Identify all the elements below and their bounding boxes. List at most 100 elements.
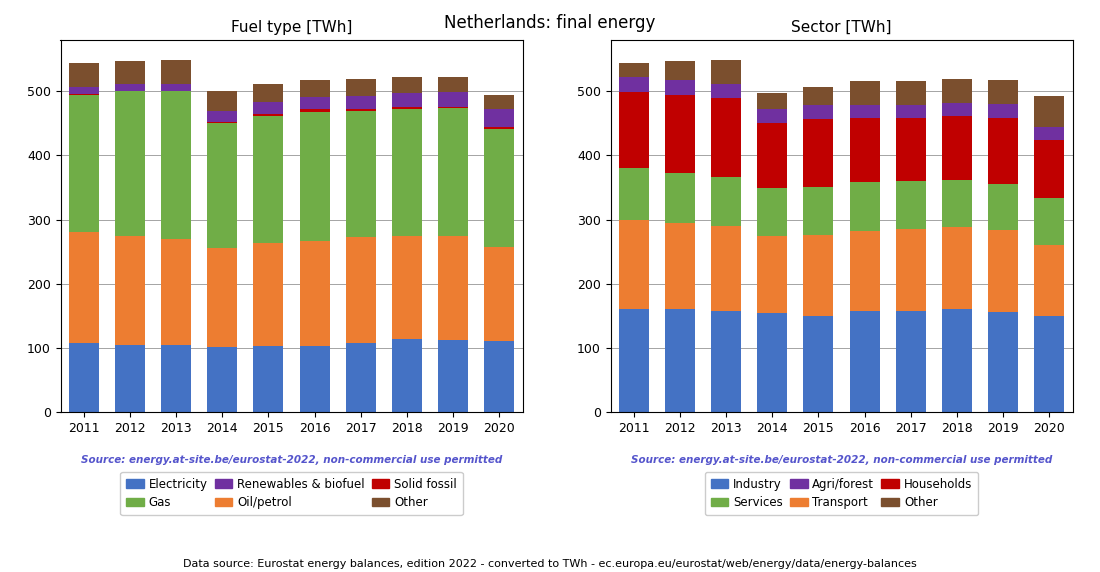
Bar <box>849 118 880 182</box>
Bar <box>711 60 741 84</box>
Bar <box>68 94 99 95</box>
Bar <box>345 343 376 412</box>
Bar <box>438 92 469 107</box>
Bar <box>299 109 330 113</box>
Bar <box>345 96 376 109</box>
Bar <box>1034 198 1065 245</box>
Bar <box>484 127 515 129</box>
Bar <box>849 231 880 311</box>
Text: Source: energy.at-site.be/eurostat-2022, non-commercial use permitted: Source: energy.at-site.be/eurostat-2022,… <box>81 455 502 464</box>
Bar <box>114 236 145 345</box>
Text: Source: energy.at-site.be/eurostat-2022, non-commercial use permitted: Source: energy.at-site.be/eurostat-2022,… <box>631 455 1052 464</box>
Bar <box>803 235 834 316</box>
Bar <box>484 109 515 127</box>
Bar <box>618 92 649 168</box>
Bar <box>988 118 1019 184</box>
Bar <box>438 108 469 236</box>
Bar <box>664 80 695 95</box>
Bar <box>253 102 284 114</box>
Bar <box>253 114 284 116</box>
Bar <box>757 109 788 123</box>
Bar <box>68 343 99 412</box>
Bar <box>392 236 422 339</box>
Bar <box>988 81 1019 104</box>
Bar <box>161 239 191 345</box>
Bar <box>942 180 972 227</box>
Bar <box>849 311 880 412</box>
Bar <box>161 91 191 92</box>
Bar <box>895 229 926 311</box>
Bar <box>392 339 422 412</box>
Bar <box>392 109 422 236</box>
Bar <box>803 87 834 105</box>
Bar <box>345 79 376 96</box>
Bar <box>114 92 145 236</box>
Bar <box>68 95 99 232</box>
Bar <box>618 77 649 92</box>
Bar <box>757 188 788 236</box>
Bar <box>664 223 695 309</box>
Bar <box>757 313 788 412</box>
Bar <box>392 77 422 93</box>
Bar <box>757 123 788 188</box>
Bar <box>664 95 695 173</box>
Bar <box>988 312 1019 412</box>
Bar <box>664 309 695 412</box>
Bar <box>711 311 741 412</box>
Bar <box>484 129 515 247</box>
Bar <box>392 93 422 108</box>
Bar <box>253 347 284 412</box>
Bar <box>1034 140 1065 198</box>
Bar <box>68 232 99 343</box>
Bar <box>207 248 238 347</box>
Bar <box>207 92 238 111</box>
Bar <box>114 61 145 84</box>
Bar <box>618 168 649 220</box>
Bar <box>803 316 834 412</box>
Bar <box>484 247 515 341</box>
Bar <box>161 84 191 91</box>
Bar <box>68 63 99 87</box>
Bar <box>207 347 238 412</box>
Legend: Electricity, Gas, Renewables & biofuel, Oil/petrol, Solid fossil, Other: Electricity, Gas, Renewables & biofuel, … <box>120 472 463 515</box>
Title: Sector [TWh]: Sector [TWh] <box>791 19 892 35</box>
Bar <box>942 103 972 116</box>
Title: Fuel type [TWh]: Fuel type [TWh] <box>231 19 352 35</box>
Bar <box>299 97 330 109</box>
Bar <box>895 118 926 181</box>
Bar <box>207 122 238 124</box>
Bar <box>895 181 926 229</box>
Legend: Industry, Services, Agri/forest, Transport, Households, Other: Industry, Services, Agri/forest, Transpo… <box>705 472 978 515</box>
Bar <box>618 309 649 412</box>
Bar <box>114 84 145 91</box>
Bar <box>484 341 515 412</box>
Bar <box>988 104 1019 118</box>
Bar <box>757 93 788 109</box>
Bar <box>895 81 926 105</box>
Bar <box>803 119 834 187</box>
Bar <box>942 227 972 309</box>
Bar <box>68 87 99 94</box>
Bar <box>895 311 926 412</box>
Bar <box>664 61 695 80</box>
Bar <box>161 60 191 84</box>
Bar <box>253 243 284 347</box>
Bar <box>438 107 469 108</box>
Bar <box>711 226 741 311</box>
Bar <box>207 111 238 122</box>
Bar <box>345 237 376 343</box>
Text: Netherlands: final energy: Netherlands: final energy <box>444 14 656 32</box>
Text: Data source: Eurostat energy balances, edition 2022 - converted to TWh - ec.euro: Data source: Eurostat energy balances, e… <box>183 559 917 569</box>
Bar <box>438 77 469 92</box>
Bar <box>711 177 741 226</box>
Bar <box>253 84 284 102</box>
Bar <box>114 91 145 92</box>
Bar <box>1034 316 1065 412</box>
Bar <box>299 80 330 97</box>
Bar <box>664 173 695 223</box>
Bar <box>618 63 649 77</box>
Bar <box>988 231 1019 312</box>
Bar <box>803 187 834 235</box>
Bar <box>849 81 880 105</box>
Bar <box>1034 126 1065 140</box>
